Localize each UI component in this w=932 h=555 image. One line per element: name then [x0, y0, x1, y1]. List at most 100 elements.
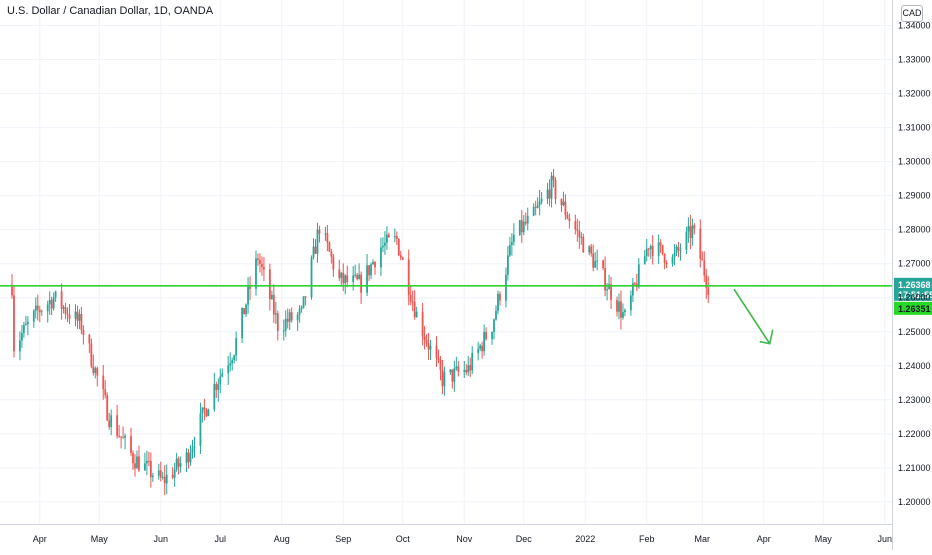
candle-body — [68, 314, 71, 319]
price-tick-label: 1.24000 — [898, 361, 931, 371]
candle-body — [272, 294, 275, 315]
candle-body — [80, 314, 83, 331]
candle-body — [497, 293, 499, 311]
candle-body — [576, 229, 579, 231]
candle-body — [495, 310, 497, 320]
candle-body — [370, 264, 372, 276]
time-tick-label: Aug — [274, 534, 290, 544]
candle-body — [510, 241, 513, 246]
candle-body — [247, 286, 249, 305]
candle-body — [173, 469, 176, 478]
candle-body — [590, 246, 593, 254]
candle-body — [407, 259, 410, 295]
candle-body — [245, 304, 247, 315]
candle-body — [548, 189, 551, 199]
candle-body — [259, 259, 261, 264]
time-axis: Apr May Jun Jul Aug Sep Oct Nov Dec 2022 Feb Mar Apr… — [0, 524, 892, 544]
time-tick-label: Jul — [215, 534, 227, 544]
candle-body — [199, 413, 202, 446]
candle-body — [411, 301, 414, 303]
price-axis: 1.34000 1.33000 1.32000 1.31000 1.30000 1.290… — [892, 0, 931, 550]
candle-body — [263, 267, 265, 270]
candle-body — [651, 246, 654, 256]
candle-body — [693, 225, 696, 229]
candle-body — [453, 368, 456, 382]
candle-body — [526, 215, 529, 224]
candle-body — [36, 305, 39, 310]
candle-body — [477, 348, 480, 353]
candle-body — [32, 310, 35, 322]
candle-body — [532, 206, 535, 216]
last-price-label: 1.26368 — [898, 280, 931, 290]
candle-body — [479, 345, 482, 349]
candle-body — [130, 435, 132, 453]
candle-body — [241, 308, 243, 339]
candle-body — [691, 225, 694, 239]
candle-body — [633, 283, 636, 285]
candle-body — [552, 175, 555, 181]
candle-body — [187, 452, 190, 463]
candle-body — [134, 463, 136, 469]
candle-body — [136, 456, 138, 469]
candle-body — [203, 407, 206, 410]
candle-body — [380, 247, 382, 268]
candle-body — [356, 274, 359, 280]
candle-body — [540, 198, 543, 202]
candle-body — [592, 253, 595, 268]
candle-body — [144, 463, 146, 471]
candle-body — [26, 321, 29, 325]
candle-body — [316, 229, 319, 254]
candle-body — [24, 324, 27, 326]
candle-body — [282, 330, 285, 332]
candle-body — [675, 246, 678, 253]
candle-body — [618, 301, 620, 312]
candle-body — [659, 242, 662, 245]
candle-body — [703, 260, 706, 276]
currency-button[interactable]: CAD — [901, 5, 923, 22]
candle-body — [707, 287, 710, 296]
candle-body — [491, 331, 493, 340]
candle-body — [346, 275, 349, 282]
candle-body — [229, 363, 232, 366]
time-tick-label: May — [91, 534, 109, 544]
price-tick-label: 1.21000 — [898, 463, 931, 473]
candle-body — [685, 231, 688, 250]
candle-body — [483, 332, 485, 352]
candle-body — [395, 236, 398, 239]
candle-body — [161, 476, 164, 478]
candle-body — [534, 206, 537, 208]
candles — [11, 168, 710, 496]
candle-body — [243, 308, 245, 315]
candle-body — [102, 375, 105, 390]
time-tick-label: Jun — [154, 534, 169, 544]
candle-body — [314, 246, 317, 254]
candle-body — [451, 369, 454, 382]
candle-body — [302, 296, 305, 308]
candle-body — [332, 256, 335, 270]
countdown-label: 17:51:55 — [898, 290, 932, 300]
candle-body — [465, 369, 468, 373]
candle-body — [610, 284, 612, 301]
candle-body — [471, 352, 474, 371]
candle-body — [457, 366, 460, 372]
candle-body — [550, 175, 553, 199]
candle-body — [366, 265, 368, 293]
candle-body — [574, 221, 577, 230]
grid — [0, 0, 892, 524]
candle-body — [493, 319, 495, 332]
time-tick-label: Oct — [396, 534, 411, 544]
candle-body — [219, 376, 222, 384]
candle-body — [165, 474, 168, 484]
candle-body — [606, 289, 608, 291]
candle-body — [647, 248, 650, 250]
candle-body — [427, 343, 430, 350]
candle-body — [679, 249, 682, 251]
candle-body — [60, 291, 63, 309]
candle-body — [304, 296, 307, 298]
price-tick-label: 1.30000 — [898, 157, 931, 167]
candle-body — [386, 234, 388, 243]
candle-body — [374, 262, 376, 268]
candle-body — [255, 258, 257, 289]
